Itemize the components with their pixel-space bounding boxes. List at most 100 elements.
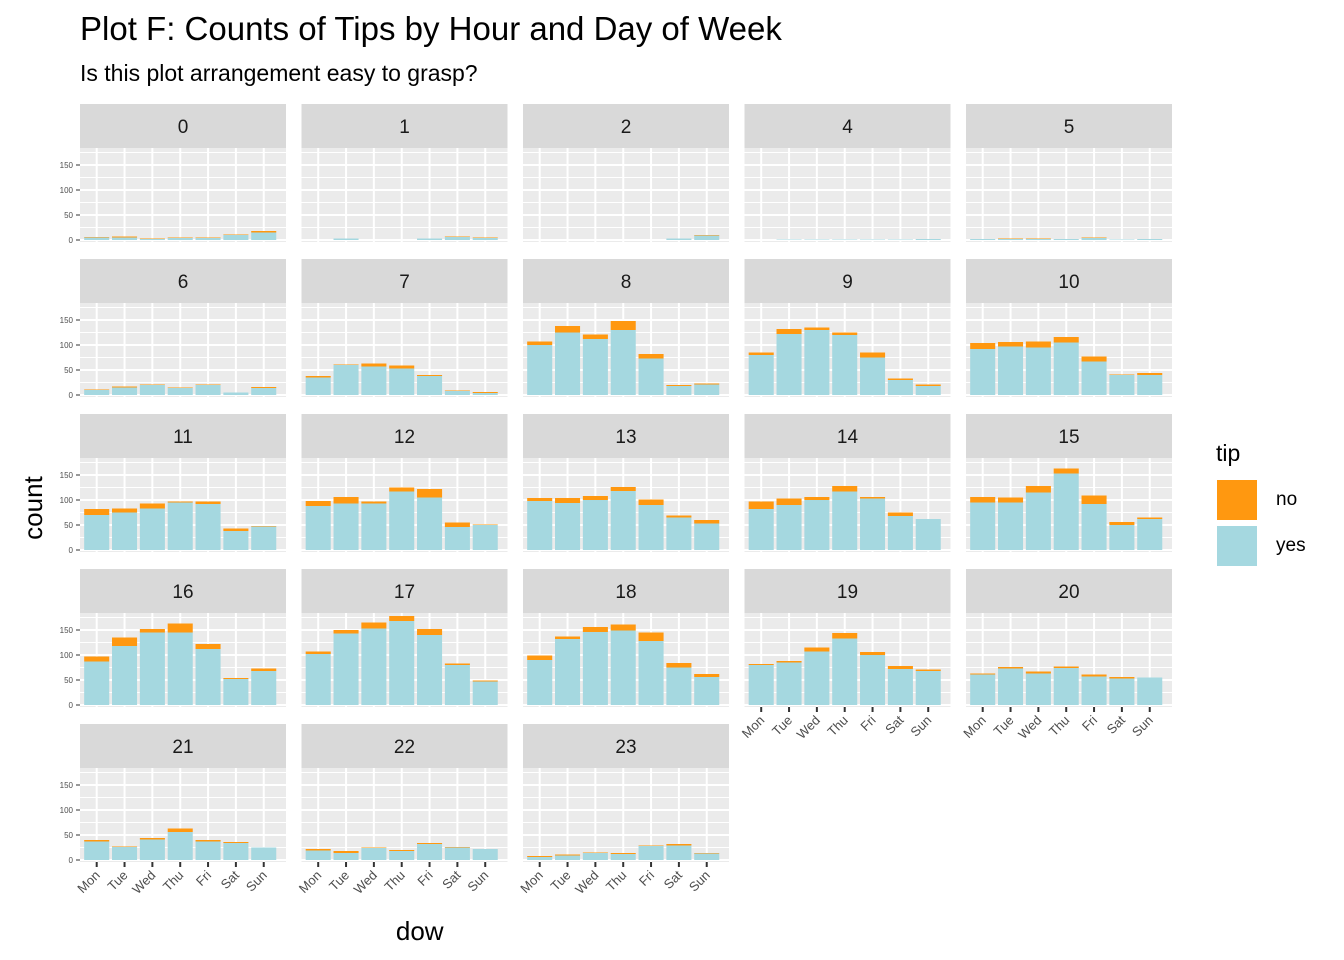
bar-yes-18-Mon (527, 660, 553, 705)
bar-no-22-Tue (333, 851, 359, 853)
x-tick-label: Fri (414, 867, 435, 888)
bar-yes-21-Sat (223, 843, 249, 860)
bar-no-14-Fri (860, 497, 886, 499)
bar-no-7-Mon (305, 376, 331, 378)
facet-label: 9 (842, 272, 853, 293)
bar-yes-18-Sun (694, 677, 720, 705)
bar-no-18-Fri (638, 632, 664, 641)
bar-no-19-Mon (748, 664, 774, 665)
bar-no-15-Fri (1081, 495, 1107, 504)
bar-yes-17-Sat (444, 665, 470, 705)
bar-yes-7-Fri (417, 376, 443, 395)
bar-yes-7-Mon (305, 377, 331, 395)
facet-panel-12: 12 (301, 414, 508, 552)
bar-no-21-Sat (223, 842, 249, 843)
bar-no-9-Thu (832, 332, 858, 335)
bar-no-11-Thu (167, 501, 193, 503)
bar-yes-6-Fri (195, 385, 221, 395)
bar-yes-18-Sat (666, 667, 692, 705)
bar-yes-14-Sun (915, 519, 941, 550)
x-tick-label: Mon (74, 868, 102, 896)
bar-no-18-Wed (582, 627, 608, 632)
bar-no-14-Tue (776, 498, 802, 505)
bar-no-13-Fri (638, 499, 664, 505)
bar-yes-4-Tue (776, 239, 802, 240)
bar-yes-23-Thu (610, 854, 636, 860)
x-tick-label: Thu (603, 868, 629, 894)
bar-no-12-Tue (333, 497, 359, 504)
x-tick-label: Tue (326, 868, 352, 894)
bar-no-15-Tue (998, 497, 1024, 503)
panel-background (966, 148, 1172, 242)
bar-yes-19-Mon (748, 665, 774, 705)
bar-no-15-Thu (1053, 468, 1079, 474)
panel-background (80, 303, 286, 397)
facet-label: 15 (1058, 427, 1079, 448)
bar-yes-16-Sun (251, 671, 277, 705)
bar-yes-13-Sat (666, 517, 692, 550)
x-tick-label: Wed (572, 868, 601, 897)
facet-strip (744, 414, 951, 458)
bar-yes-5-Sun (1137, 239, 1163, 240)
bar-yes-7-Thu (389, 368, 415, 395)
bar-yes-20-Wed (1025, 673, 1051, 705)
bar-yes-22-Tue (333, 853, 359, 860)
facet-panel-9: 9 (744, 259, 951, 397)
x-tick-label: Wed (1015, 713, 1044, 742)
bar-no-2-Sun (694, 235, 720, 236)
bar-yes-20-Sat (1109, 678, 1135, 705)
x-tick-label: Mon (517, 868, 545, 896)
bar-no-17-Sat (444, 663, 470, 665)
y-tick-label: 100 (60, 186, 74, 195)
bar-no-9-Sat (887, 378, 913, 380)
bar-no-8-Fri (638, 354, 664, 359)
bar-yes-10-Tue (998, 346, 1024, 395)
bar-no-20-Wed (1025, 671, 1051, 674)
bar-no-11-Fri (195, 501, 221, 504)
facet-strip (80, 724, 286, 768)
x-tick-label: Wed (351, 868, 380, 897)
bar-no-9-Mon (748, 352, 774, 355)
facet-panel-16: 16 0 50 100 150 (60, 569, 286, 710)
x-tick-label: Thu (1046, 713, 1072, 739)
bar-no-21-Wed (139, 838, 165, 840)
facet-label: 11 (173, 427, 193, 448)
bar-no-20-Thu (1053, 666, 1079, 668)
facet-strip (80, 569, 286, 613)
bar-no-23-Wed (582, 852, 608, 853)
bar-yes-16-Thu (167, 632, 193, 705)
facet-label: 0 (178, 117, 189, 138)
panel-background (80, 148, 286, 242)
bar-yes-20-Tue (998, 668, 1024, 705)
bar-no-0-Sun (251, 231, 277, 233)
legend-swatch-no (1216, 479, 1258, 521)
bar-no-11-Wed (139, 503, 165, 509)
facet-panel-18: 18 (523, 569, 729, 707)
bar-yes-14-Tue (776, 505, 802, 550)
facet-strip (523, 569, 729, 613)
bar-yes-21-Fri (195, 841, 221, 860)
bar-no-19-Fri (860, 652, 886, 655)
facet-panel-13: 13 (523, 414, 729, 552)
bar-yes-22-Mon (305, 850, 331, 860)
bar-yes-13-Wed (582, 500, 608, 550)
bar-no-0-Mon (84, 237, 110, 238)
bar-yes-11-Thu (167, 502, 193, 550)
bar-yes-8-Tue (555, 332, 581, 395)
bar-yes-21-Sun (251, 847, 277, 860)
bar-yes-16-Wed (139, 632, 165, 705)
bar-yes-18-Thu (610, 630, 636, 705)
bar-yes-2-Sun (694, 235, 720, 240)
bar-no-18-Tue (555, 636, 581, 639)
bar-yes-10-Wed (1025, 347, 1051, 395)
bar-yes-17-Thu (389, 621, 415, 705)
bar-no-19-Sat (887, 666, 913, 669)
facet-strip (523, 724, 729, 768)
bar-no-23-Sat (666, 844, 692, 846)
bar-yes-14-Sat (887, 516, 913, 550)
y-tick-label: 0 (69, 856, 74, 865)
bar-yes-13-Fri (638, 505, 664, 550)
bar-yes-10-Sun (1137, 375, 1163, 395)
